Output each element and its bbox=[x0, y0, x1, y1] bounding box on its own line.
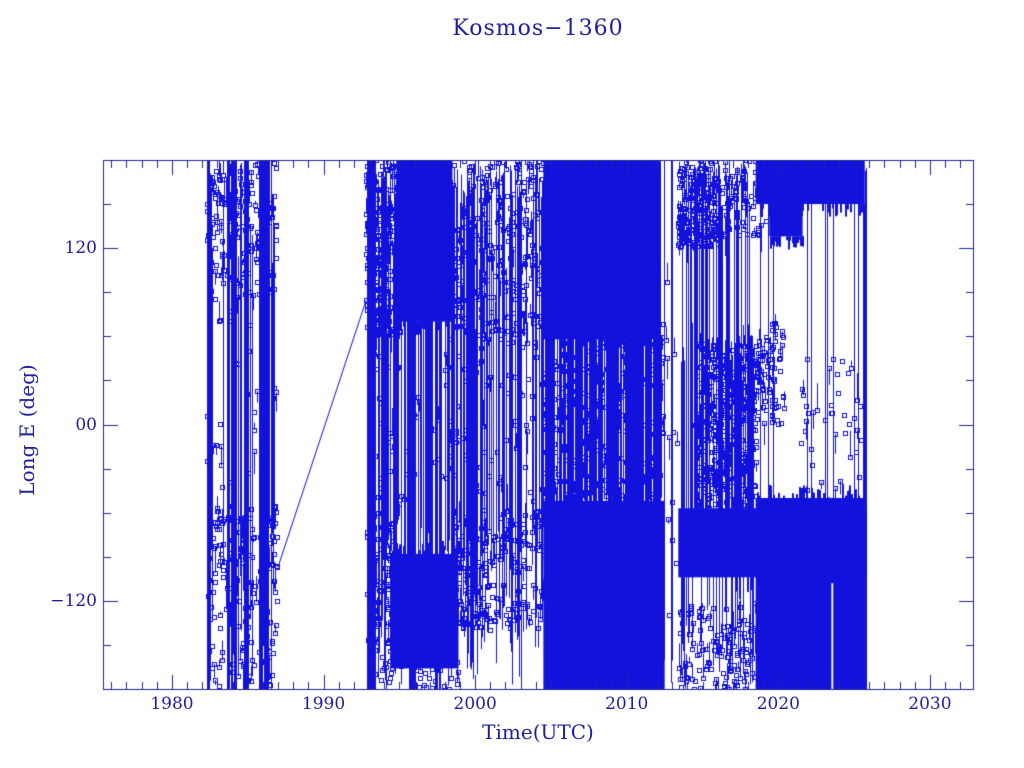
y-axis-label: Long E (deg) bbox=[15, 364, 39, 496]
x-tick-label-2030: 2030 bbox=[908, 694, 952, 714]
y-tick-label--120: −120 bbox=[50, 590, 97, 611]
x-tick-label-1990: 1990 bbox=[301, 694, 346, 714]
y-tick-label-120: 120 bbox=[64, 238, 97, 259]
x-tick-label-2000: 2000 bbox=[453, 694, 497, 714]
x-tick-label-2020: 2020 bbox=[756, 694, 800, 714]
x-axis-label: Time(UTC) bbox=[482, 720, 594, 744]
chart-title: Kosmos−1360 bbox=[452, 16, 624, 41]
y-tick-label-0: 00 bbox=[75, 414, 97, 435]
x-tick-label-1980: 1980 bbox=[150, 694, 194, 714]
x-tick-label-2010: 2010 bbox=[605, 694, 649, 714]
